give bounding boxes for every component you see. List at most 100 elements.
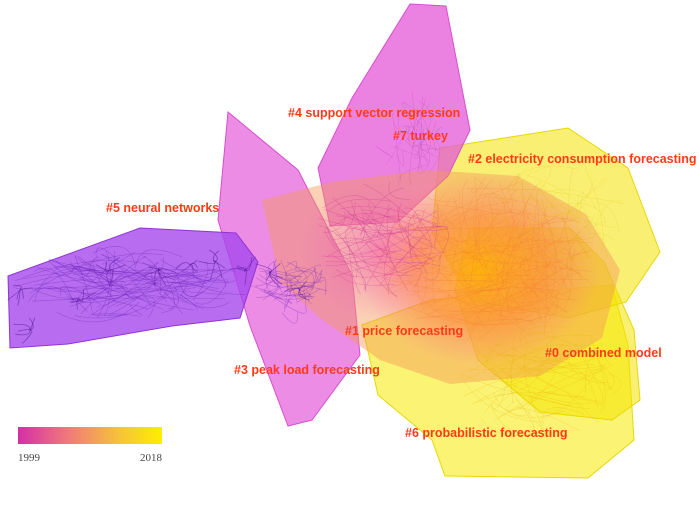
network-edge-2-42: [367, 202, 408, 291]
network-edge-2-68: [376, 207, 393, 238]
network-edge-3-16: [414, 111, 431, 159]
network-edge-0-87: [72, 266, 112, 284]
network-edge-6-18: [531, 218, 583, 277]
network-edge-6-5: [542, 252, 591, 268]
network-edge-4-10: [453, 197, 463, 266]
network-edge-6-25: [505, 167, 528, 204]
network-edge-4-138: [491, 197, 547, 224]
network-edge-4-48: [430, 278, 590, 282]
network-edge-4-82: [467, 258, 592, 272]
network-edge-4-59: [474, 239, 563, 273]
knot-edge-2-0: [79, 289, 84, 302]
network-edge-0-33: [67, 258, 100, 276]
network-edge-0-55: [87, 263, 199, 274]
network-edge-4-57: [392, 242, 487, 287]
knot-edge-1-2: [15, 329, 31, 336]
network-edge-4-142: [498, 233, 543, 321]
knot-edge-2-5: [71, 299, 81, 303]
network-edge-0-56: [164, 275, 207, 295]
network-edge-2-38: [327, 198, 392, 212]
network-edge-5-47: [608, 372, 622, 394]
network-edge-6-13: [498, 200, 549, 247]
network-edge-4-84: [432, 202, 462, 303]
network-edge-5-23: [478, 351, 586, 397]
knot-edge-5-4: [189, 264, 194, 275]
network-edge-2-14: [423, 252, 441, 281]
network-edge-4-128: [505, 208, 537, 228]
network-edge-2-16: [345, 255, 419, 270]
network-edge-0-76: [173, 274, 202, 280]
network-edge-5-19: [494, 343, 601, 402]
network-edge-5-43: [584, 344, 600, 395]
network-edge-3-22: [395, 150, 404, 166]
network-edge-1-30: [255, 281, 275, 287]
network-edge-4-61: [488, 244, 595, 286]
network-edge-5-45: [463, 357, 570, 397]
network-edge-4-125: [417, 220, 523, 293]
network-edge-5-11: [523, 346, 548, 439]
network-edge-6-28: [506, 252, 533, 259]
cluster-label-c5: #5 neural networks: [106, 201, 219, 215]
network-edge-1-1: [281, 312, 298, 324]
network-edge-3-1: [418, 95, 423, 170]
network-edge-4-91: [535, 269, 561, 285]
cluster-label-c7: #7 turkey: [393, 129, 448, 143]
network-edge-2-46: [322, 195, 377, 209]
network-edge-4-3: [500, 186, 513, 215]
network-edge-2-13: [339, 213, 414, 227]
network-edge-2-24: [340, 206, 442, 229]
network-edge-0-35: [176, 272, 204, 297]
network-edge-0-71: [96, 261, 159, 308]
network-edge-4-92: [446, 312, 557, 325]
network-edge-0-1: [100, 253, 183, 315]
network-edge-6-7: [530, 213, 555, 276]
network-edge-5-46: [538, 369, 598, 420]
network-edge-5-10: [564, 351, 609, 383]
network-edge-4-9: [526, 190, 557, 299]
network-edge-6-31: [518, 213, 589, 243]
network-edge-5-44: [520, 392, 591, 409]
knot-edge-2-4: [79, 292, 96, 301]
network-edge-0-11: [81, 261, 158, 295]
network-edge-6-22: [558, 219, 589, 277]
network-edge-4-39: [447, 176, 486, 307]
network-edge-1-33: [306, 287, 328, 299]
network-edge-6-42: [515, 173, 563, 258]
network-edge-2-33: [345, 211, 436, 244]
network-edge-4-72: [392, 220, 576, 230]
knot-edge-1-4: [29, 317, 36, 331]
network-edge-2-22: [346, 226, 406, 234]
cluster-label-c3: #3 peak load forecasting: [234, 363, 380, 377]
network-edge-6-30: [514, 165, 579, 193]
network-edge-3-24: [421, 148, 440, 172]
network-edge-2-69: [332, 196, 385, 237]
network-edge-4-31: [391, 251, 480, 283]
network-edge-6-33: [521, 189, 596, 209]
network-edge-5-30: [482, 354, 579, 368]
network-edge-2-8: [338, 273, 395, 286]
network-edge-5-31: [549, 359, 598, 409]
network-edge-6-21: [539, 180, 602, 240]
network-edge-6-49: [544, 214, 567, 244]
network-edge-2-53: [360, 187, 404, 235]
network-edge-0-75: [134, 287, 199, 311]
network-edge-1-20: [255, 267, 317, 288]
knot-edge-7-5: [236, 267, 246, 271]
network-edge-3-11: [376, 146, 394, 158]
network-edge-5-22: [461, 377, 544, 423]
network-edge-4-36: [541, 219, 548, 334]
network-edge-4-13: [404, 237, 427, 249]
network-edge-4-90: [393, 223, 577, 272]
network-edge-4-140: [419, 246, 532, 336]
network-edge-4-65: [472, 287, 559, 295]
network-edge-4-100: [520, 189, 538, 319]
network-edge-6-34: [503, 220, 528, 237]
network-edge-1-36: [259, 288, 321, 300]
network-edge-0-65: [59, 285, 102, 306]
network-edge-4-115: [421, 282, 504, 312]
network-edge-0-43: [135, 249, 183, 269]
network-edge-0-44: [46, 287, 133, 306]
network-edge-6-12: [594, 199, 622, 228]
network-edge-2-51: [387, 204, 392, 259]
network-edge-4-71: [391, 229, 425, 241]
